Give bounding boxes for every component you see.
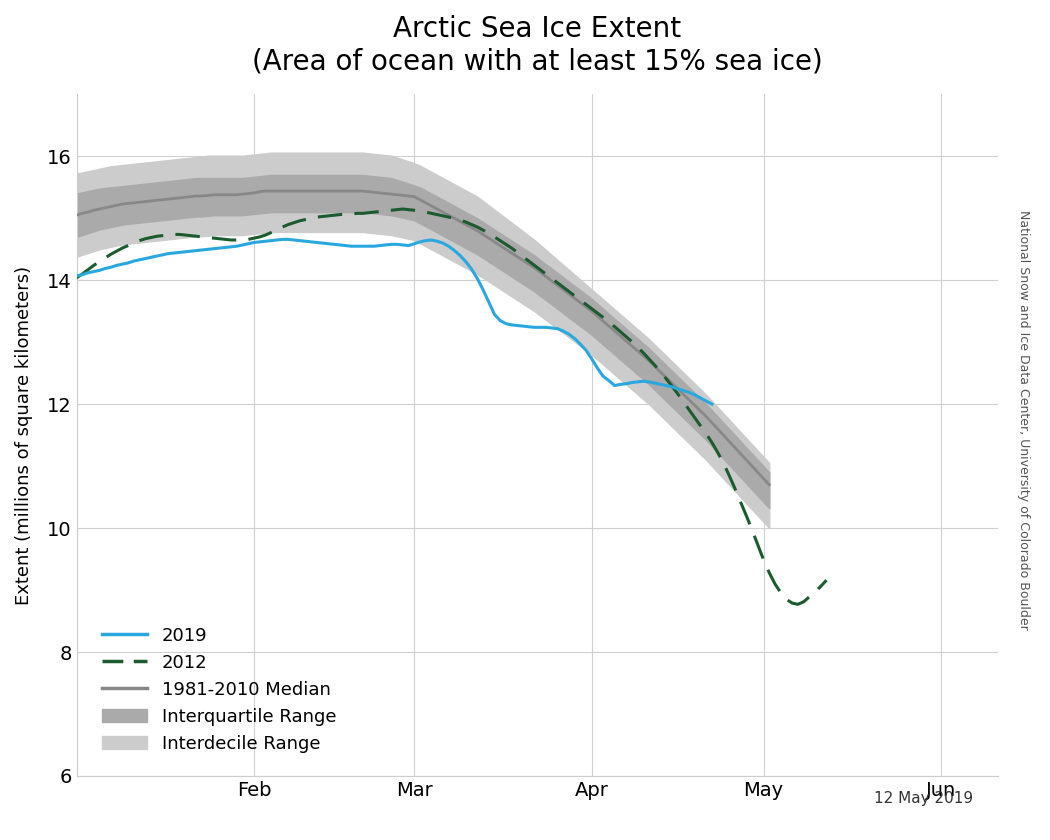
Text: National Snow and Ice Data Center, University of Colorado Boulder: National Snow and Ice Data Center, Unive… <box>1017 210 1030 630</box>
Title: Arctic Sea Ice Extent
(Area of ocean with at least 15% sea ice): Arctic Sea Ice Extent (Area of ocean wit… <box>252 15 823 76</box>
Text: 12 May 2019: 12 May 2019 <box>875 791 973 806</box>
Y-axis label: Extent (millions of square kilometers): Extent (millions of square kilometers) <box>15 265 33 605</box>
Legend: 2019, 2012, 1981-2010 Median, Interquartile Range, Interdecile Range: 2019, 2012, 1981-2010 Median, Interquart… <box>94 620 343 760</box>
